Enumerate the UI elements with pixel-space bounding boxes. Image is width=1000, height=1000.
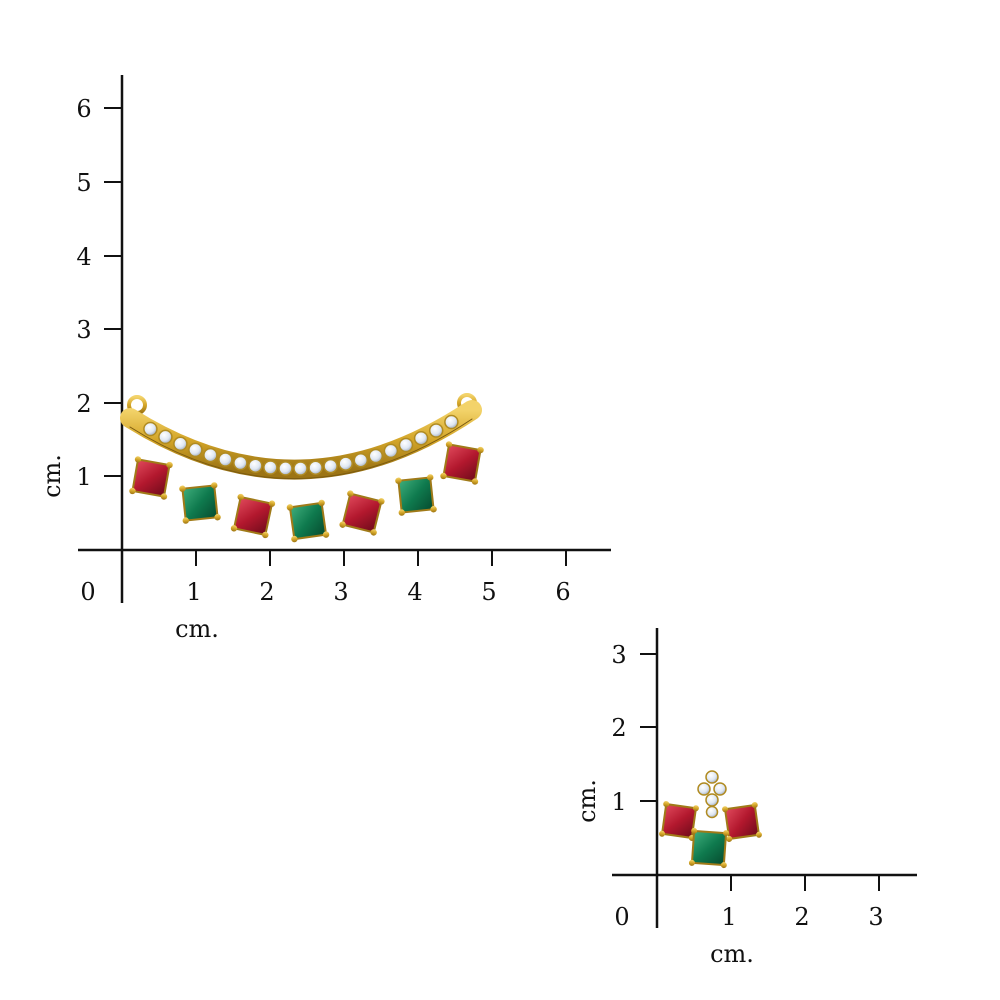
earring-y-tick-2: 2 <box>611 714 626 742</box>
earring-x-tick-1: 1 <box>721 903 736 931</box>
pendant-diamond-stone <box>263 460 278 475</box>
pendant-diamond-stone <box>444 414 459 430</box>
pendant-origin-label: 0 <box>80 578 95 606</box>
earring-y-unit-label: cm. <box>573 779 601 823</box>
pendant-ruby-stone <box>339 490 385 536</box>
pendant-x-tick-2: 2 <box>259 578 274 606</box>
pendant-ruby-stone <box>440 441 484 485</box>
pendant-x-tick-labels: 0 1 2 3 4 5 6 <box>80 578 570 606</box>
pendant-emerald-stone <box>286 499 330 543</box>
pendant-diamond-stone <box>278 461 293 476</box>
pendant-scale: 1 2 3 4 5 6 cm. 0 1 2 3 4 5 6 cm. <box>38 75 611 643</box>
pendant-ruby-stone <box>129 456 173 500</box>
pendant-diamond-stone <box>203 447 218 463</box>
pendant-diamond-row <box>143 414 459 476</box>
pendant-y-tick-6: 6 <box>76 95 91 123</box>
pendant-gem-drops <box>129 441 484 543</box>
pendant-x-ticks <box>195 550 567 566</box>
earring-x-unit-label: cm. <box>710 940 754 968</box>
pendant-image <box>120 393 484 543</box>
pendant-emerald-stone <box>179 482 221 524</box>
earring-x-tick-labels: 0 1 2 3 <box>614 903 883 931</box>
earring-image <box>659 770 762 869</box>
pendant-diamond-stone <box>248 458 263 473</box>
pendant-emerald-stone <box>395 474 437 516</box>
pendant-y-ticks <box>104 107 122 477</box>
pendant-y-tick-5: 5 <box>76 169 91 197</box>
pendant-x-tick-4: 4 <box>407 578 422 606</box>
earring-emerald <box>688 827 730 869</box>
earring-origin-label: 0 <box>614 903 629 931</box>
earring-y-ticks <box>640 653 657 802</box>
pendant-diamond-stone <box>143 421 158 437</box>
pendant-diamond-stone <box>293 461 308 476</box>
pendant-diamond-stone <box>413 430 429 446</box>
pendant-x-tick-1: 1 <box>186 578 201 606</box>
pendant-diamond-stone <box>353 452 369 468</box>
earring-x-tick-2: 2 <box>794 903 809 931</box>
earring-y-tick-labels: 1 2 3 <box>611 641 626 816</box>
earring-x-tick-3: 3 <box>868 903 883 931</box>
pendant-diamond-stone <box>323 458 338 474</box>
pendant-diamond-stone <box>188 442 203 458</box>
pendant-diamond-stone <box>368 448 384 464</box>
pendant-diamond-stone <box>398 437 414 453</box>
pendant-x-unit-label: cm. <box>175 615 219 643</box>
earring-y-tick-1: 1 <box>611 788 626 816</box>
pendant-y-unit-label: cm. <box>38 454 66 498</box>
pendant-diamond-stone <box>158 429 173 445</box>
pendant-diamond-stone <box>338 456 353 471</box>
pendant-y-tick-3: 3 <box>76 316 91 344</box>
pendant-ruby-stone <box>230 493 276 539</box>
pendant-y-tick-1: 1 <box>76 463 91 491</box>
earring-ruby-right <box>722 802 762 842</box>
pendant-y-tick-4: 4 <box>76 243 91 271</box>
earring-scale: 1 2 3 cm. 0 1 2 3 cm. <box>573 628 917 968</box>
pendant-diamond-stone <box>233 455 248 471</box>
pendant-diamond-stone <box>428 423 444 438</box>
pendant-diamond-stone <box>218 452 233 467</box>
pendant-y-tick-2: 2 <box>76 390 91 418</box>
pendant-diamond-stone <box>383 443 399 459</box>
pendant-diamond-stone <box>173 436 188 452</box>
earring-y-tick-3: 3 <box>611 641 626 669</box>
pendant-y-tick-labels: 1 2 3 4 5 6 <box>76 95 91 491</box>
pendant-x-tick-5: 5 <box>481 578 496 606</box>
earring-diamond-cluster <box>697 770 727 819</box>
pendant-x-tick-6: 6 <box>555 578 570 606</box>
pendant-x-tick-3: 3 <box>333 578 348 606</box>
earring-x-ticks <box>730 875 880 891</box>
pendant-diamond-stone <box>308 460 323 475</box>
